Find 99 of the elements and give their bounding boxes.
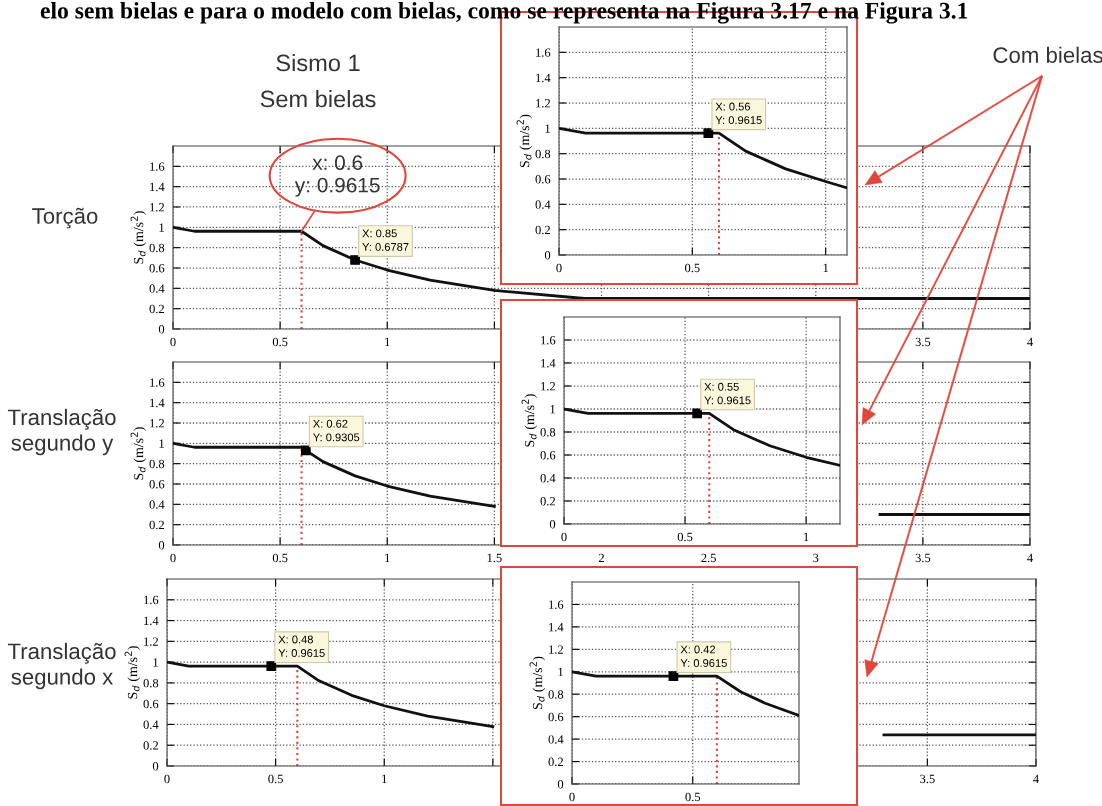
text: Translação segundo x — [7, 642, 116, 690]
annotation: X: 0.42 Y: 0.9615 — [680, 645, 727, 667]
x-tick-label: 0.5 — [272, 553, 288, 563]
text: Torção — [32, 207, 98, 229]
y-tick-label: 1.2 — [536, 99, 550, 108]
y-tick-label: 1.2 — [150, 203, 164, 212]
y-tick-label: 1.6 — [549, 600, 564, 609]
y-tick-label: 0.2 — [548, 757, 563, 767]
y-axis-title: S$_{d}$ (m/s$^{2}$) — [130, 211, 147, 264]
y-tick-label: 0.2 — [540, 497, 555, 506]
y-tick-label: 1 — [159, 223, 164, 232]
y-tick-label: 0 — [152, 762, 159, 771]
y-tick-label: 0.8 — [149, 459, 165, 469]
y-tick-label: 0.6 — [149, 480, 165, 489]
y-tick-label: 0 — [549, 520, 556, 529]
annotation: X: 0.85 Y: 0.6787 — [362, 229, 409, 251]
y-tick-label: 1 — [545, 124, 550, 133]
y-tick-label: 1.4 — [150, 182, 165, 192]
y-tick-label: 0.8 — [149, 243, 165, 253]
y-tick-label: 1 — [159, 439, 164, 448]
y-tick-label: 1.6 — [150, 378, 165, 387]
x-tick-label: 1 — [385, 553, 390, 563]
x-tick-label: 1.5 — [487, 553, 502, 563]
y-tick-label: 1.6 — [144, 595, 159, 605]
y-tick-label: 1 — [153, 658, 158, 667]
x-tick-label: 0 — [170, 553, 176, 563]
chart-subtitle: Sem bielas — [260, 90, 376, 108]
y-axis-title: S$_{d}$ (m/s$^{2}$) — [516, 114, 533, 168]
y-tick-label: 0.4 — [149, 284, 165, 293]
x-tick-label: 1 — [382, 774, 387, 784]
y-tick-label: 1.6 — [541, 336, 556, 345]
annotation: X: 0.55 Y: 0.9615 — [704, 382, 751, 405]
annotation: X: 0.56 Y: 0.9615 — [715, 102, 762, 125]
x-tick-label: 3.5 — [915, 337, 931, 347]
line-series — [572, 670, 799, 717]
x-tick-label: 3.5 — [915, 553, 931, 563]
x-tick-label: 0 — [170, 337, 176, 347]
x-tick-label: 0.5 — [268, 774, 283, 784]
y-tick-label: 1.4 — [150, 398, 165, 408]
annotation: x: 0.6 y: 0.9615 — [294, 155, 380, 197]
y-tick-label: 0.6 — [143, 699, 159, 709]
y-tick-label: 0.6 — [548, 712, 564, 722]
y-tick-label: 0 — [158, 325, 165, 334]
x-tick-label: 0.5 — [685, 263, 700, 273]
x-tick-label: 3.5 — [920, 774, 935, 784]
line-series — [564, 407, 840, 467]
y-tick-label: 0.4 — [143, 720, 159, 729]
x-tick-label: 2.5 — [701, 553, 716, 563]
x-tick-label: 0.5 — [677, 532, 693, 542]
y-tick-label: 1.6 — [536, 48, 551, 57]
text: Translação segundo y — [7, 408, 116, 456]
x-tick-label: 1 — [823, 263, 829, 273]
x-tick-label: 0.5 — [685, 792, 701, 802]
y-tick-label: 1.4 — [536, 73, 551, 83]
y-axis-title: S$_{d}$ (m/s$^{2}$) — [521, 394, 538, 447]
y-tick-label: 0.2 — [149, 520, 164, 530]
y-tick-label: 0.8 — [535, 149, 551, 159]
y-axis-title: S$_{d}$ (m/s$^{2}$) — [130, 427, 147, 480]
x-tick-label: 3 — [813, 553, 819, 563]
y-axis-title: S$_{d}$ (m/s$^{2}$) — [529, 656, 546, 710]
y-axis-title: S$_{d}$ (m/s$^{2}$) — [124, 646, 141, 699]
y-tick-label: 0.2 — [143, 741, 158, 750]
x-tick-label: 2 — [598, 553, 604, 563]
y-tick-label: 0.8 — [143, 678, 159, 688]
y-tick-label: 1 — [558, 667, 563, 677]
y-tick-label: 0.8 — [540, 428, 556, 437]
y-tick-label: 0.2 — [535, 225, 550, 235]
y-tick-label: 0.2 — [149, 304, 164, 314]
text: Com bielas — [993, 46, 1102, 63]
x-tick-label: 0.5 — [272, 337, 288, 347]
y-tick-label: 1.2 — [144, 637, 158, 646]
x-tick-label: 1 — [804, 532, 809, 542]
line-series — [559, 126, 847, 190]
y-tick-label: 0.6 — [540, 451, 556, 460]
y-tick-label: 0 — [544, 251, 551, 260]
y-tick-label: 0.4 — [548, 735, 564, 744]
y-tick-label: 0.4 — [535, 200, 551, 209]
y-tick-label: 0 — [158, 541, 165, 550]
y-tick-label: 0.4 — [149, 500, 165, 509]
line-series — [173, 225, 1030, 300]
y-tick-label: 1.2 — [150, 419, 164, 428]
y-tick-label: 1.2 — [549, 645, 563, 654]
chart-title: Sismo 1 — [276, 54, 360, 72]
annotation: X: 0.62 Y: 0.9305 — [313, 419, 360, 442]
x-tick-label: 4 — [1033, 774, 1039, 784]
y-tick-label: 0.4 — [540, 474, 556, 483]
y-tick-label: 1.2 — [541, 382, 555, 391]
x-tick-label: 4 — [1027, 553, 1033, 563]
y-tick-label: 1.4 — [541, 359, 556, 368]
y-tick-label: 0.6 — [149, 264, 165, 273]
y-tick-label: 0.6 — [535, 175, 551, 184]
y-tick-label: 0.8 — [548, 690, 564, 699]
x-tick-label: 1 — [385, 337, 390, 347]
y-tick-label: 1.6 — [150, 162, 165, 171]
annotation: X: 0.48 Y: 0.9615 — [278, 635, 325, 657]
y-tick-label: 1 — [550, 405, 555, 414]
y-tick-label: 1.4 — [144, 616, 159, 626]
x-tick-label: 4 — [1027, 337, 1033, 347]
y-tick-label: 1.4 — [549, 622, 564, 632]
